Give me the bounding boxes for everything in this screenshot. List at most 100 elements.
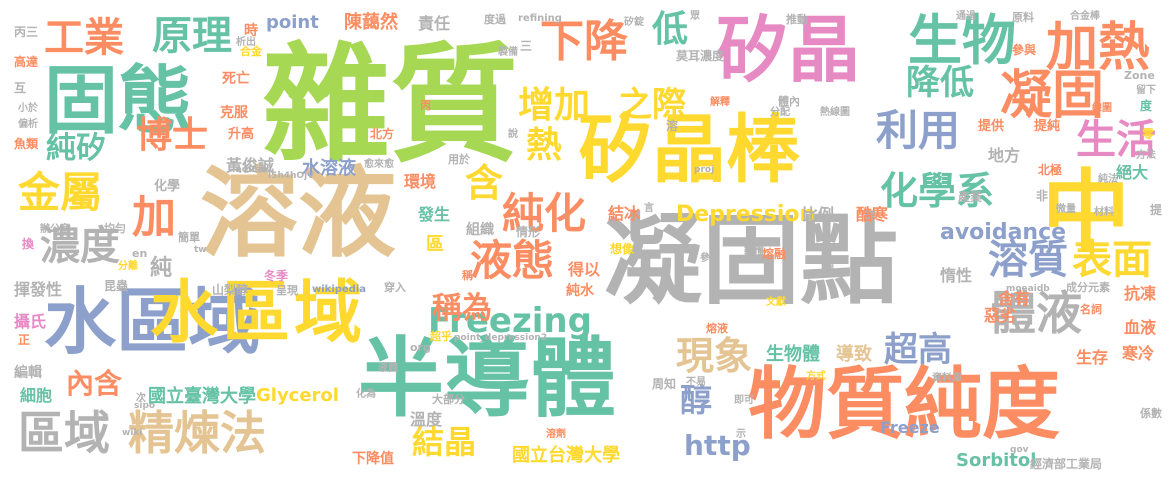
word: 地方	[988, 146, 1021, 165]
word: 液態	[470, 236, 555, 285]
word: 比例	[802, 205, 835, 224]
word: 零	[1142, 127, 1155, 141]
word: 熔融	[762, 247, 787, 261]
word: 大部分	[432, 393, 465, 406]
word: 中	[1042, 160, 1131, 263]
word: Industr	[232, 165, 269, 175]
word: 超乎	[430, 330, 452, 343]
word: sipo	[134, 401, 156, 411]
word: 提供	[978, 119, 1005, 134]
word: 稱	[462, 269, 473, 282]
word: 結晶	[412, 423, 477, 461]
word: 提純	[1034, 119, 1061, 134]
word: 低	[652, 9, 689, 50]
word: http	[684, 429, 751, 462]
word: 純矽	[46, 131, 106, 166]
word: 溶	[666, 119, 679, 133]
word: 博士	[136, 115, 209, 156]
word: 通過	[956, 11, 976, 22]
word: 愈來愈	[364, 159, 394, 170]
word: 超高	[884, 330, 952, 370]
word: point	[266, 12, 319, 33]
word: 凝固	[1000, 66, 1105, 126]
word: 導致	[836, 344, 872, 365]
word: tw	[194, 245, 207, 255]
word: 醇	[680, 381, 713, 419]
word: 呈現	[276, 284, 298, 297]
word: 金屬	[18, 168, 103, 217]
word: 經濟部工業局	[1030, 457, 1103, 471]
word: 方式	[806, 371, 826, 382]
word: 微量	[1056, 204, 1076, 215]
word: 結冰	[608, 204, 641, 223]
word: en	[132, 247, 148, 260]
word: 純水	[566, 283, 594, 299]
word: moeaidb	[1006, 284, 1050, 294]
word: 換	[22, 237, 35, 251]
word: 三	[520, 39, 533, 53]
word: 高達	[14, 55, 39, 69]
word: 材料	[1094, 207, 1114, 218]
word: refining	[518, 13, 562, 24]
word: 眾	[690, 11, 700, 22]
word: 留下	[1136, 85, 1156, 96]
word: 抗凍	[1124, 284, 1157, 303]
word: 合金棒	[1070, 11, 1100, 22]
word: 含有	[998, 289, 1031, 308]
word: 溶劑	[546, 429, 566, 440]
word: 化學	[154, 179, 181, 194]
word: gov	[1010, 445, 1029, 455]
word: 溶液	[200, 157, 397, 271]
word: 原料	[1012, 11, 1034, 24]
word: 精煉法	[128, 406, 266, 460]
word: 度過	[484, 13, 506, 26]
word: wiki	[122, 428, 143, 438]
word: 情形	[516, 225, 541, 239]
word: 生物體	[766, 344, 820, 365]
word: point_depression2	[454, 333, 548, 343]
word: 之際	[618, 85, 686, 125]
word: 矽晶棒	[578, 107, 800, 193]
word: 產業	[958, 190, 983, 204]
word: 組織	[466, 222, 494, 238]
word: 熔液	[706, 322, 728, 335]
word: 含	[465, 161, 504, 205]
word: Depression	[676, 202, 816, 227]
word: 區	[426, 234, 444, 255]
word: 資料庫	[932, 373, 962, 384]
word: 環境	[404, 172, 437, 191]
word: 莫耳濃度	[676, 49, 725, 63]
word: 物質純度	[748, 360, 1061, 450]
word: 區域	[18, 406, 110, 460]
word: 加	[132, 192, 176, 243]
word: 分配	[770, 107, 790, 118]
word: 線圖	[1092, 103, 1112, 114]
word: org	[410, 341, 431, 354]
word: 矽錠	[624, 17, 644, 28]
word: 想像	[610, 242, 635, 256]
word: 現象	[676, 334, 753, 378]
word: 死亡	[222, 71, 250, 87]
word: 下降值	[352, 451, 394, 467]
word: wikipedia	[312, 284, 367, 295]
word: 編輯	[14, 365, 42, 381]
word: l5h4hOjV	[268, 171, 315, 181]
word: 惡劣	[984, 306, 1017, 325]
word: 矽晶	[716, 8, 861, 92]
word: 凝固點	[604, 204, 899, 318]
word: 小於	[18, 103, 38, 114]
word: 解釋	[710, 97, 730, 108]
word: 濃度	[40, 223, 120, 269]
word: Glycerol	[256, 385, 339, 406]
word: 細胞	[20, 386, 53, 405]
word: 均勻	[104, 222, 126, 235]
word: 熱線圖	[820, 107, 850, 118]
word: 水區域	[150, 274, 367, 353]
word: 方法	[1136, 150, 1156, 161]
word: 提	[1150, 203, 1163, 217]
word: 正	[18, 333, 31, 347]
word: 化學系	[880, 169, 995, 213]
word: 責任	[418, 14, 451, 33]
word: 推動	[786, 13, 808, 26]
word: 不易	[686, 377, 706, 388]
